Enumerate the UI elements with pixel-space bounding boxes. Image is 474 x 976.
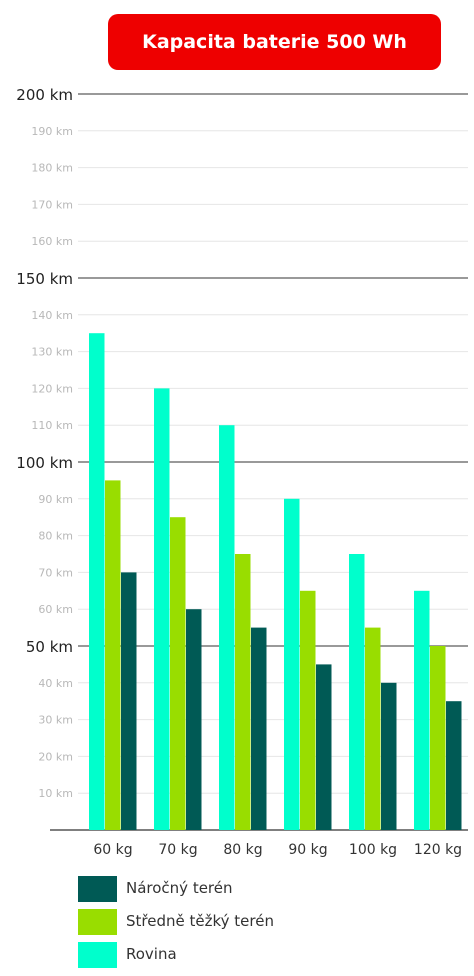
- legend-label: Středně těžký terén: [126, 912, 274, 930]
- y-tick-label: 160 km: [31, 235, 73, 248]
- bar: [235, 554, 251, 830]
- y-tick-label: 20 km: [38, 750, 73, 763]
- y-tick-label: 130 km: [31, 346, 73, 359]
- legend-item: Náročný terén: [78, 876, 378, 902]
- legend-swatch: [78, 909, 117, 935]
- y-tick-label: 200 km: [16, 86, 73, 104]
- bar: [349, 554, 365, 830]
- legend-swatch: [78, 876, 117, 902]
- legend-item: Rovina: [78, 942, 378, 968]
- x-tick-label: 80 kg: [223, 842, 262, 858]
- bar: [414, 590, 430, 830]
- bar: [446, 701, 462, 830]
- y-tick-label: 10 km: [38, 787, 73, 800]
- y-tick-label: 190 km: [31, 125, 73, 138]
- y-tick-label: 30 km: [38, 714, 73, 727]
- y-tick-label: 170 km: [31, 198, 73, 211]
- bar: [284, 498, 300, 830]
- y-tick-label: 50 km: [26, 638, 73, 656]
- x-tick-label: 60 kg: [93, 842, 132, 858]
- legend-swatch: [78, 942, 117, 968]
- bar: [89, 333, 105, 830]
- bar-chart: 10 km 20 km 30 km 40 km 50 km 60 km 70 km 80 km…: [16, 86, 468, 858]
- bar: [251, 627, 267, 830]
- x-tick-label: 90 kg: [288, 842, 327, 858]
- legend-label: Rovina: [126, 945, 177, 963]
- bar: [300, 590, 316, 830]
- bar: [121, 572, 137, 830]
- bar: [186, 609, 202, 830]
- x-tick-label: 120 kg: [414, 842, 462, 858]
- bar: [219, 425, 235, 830]
- bar: [105, 480, 121, 830]
- bar: [316, 664, 332, 830]
- y-tick-label: 70 km: [38, 566, 73, 579]
- legend-label: Náročný terén: [126, 879, 233, 897]
- bar: [381, 682, 397, 830]
- y-tick-label: 140 km: [31, 309, 73, 322]
- bar: [430, 646, 446, 830]
- y-tick-label: 110 km: [31, 419, 73, 432]
- y-tick-label: 90 km: [38, 493, 73, 506]
- bar: [365, 627, 381, 830]
- y-tick-label: 120 km: [31, 382, 73, 395]
- legend-item: Středně těžký terén: [78, 909, 378, 935]
- y-tick-label: 40 km: [38, 677, 73, 690]
- chart-title: Kapacita baterie 500 Wh: [108, 14, 441, 70]
- y-tick-label: 80 km: [38, 530, 73, 543]
- chart-title-text: Kapacita baterie 500 Wh: [142, 31, 407, 53]
- y-tick-label: 180 km: [31, 162, 73, 175]
- x-tick-label: 100 kg: [349, 842, 397, 858]
- x-tick-label: 70 kg: [158, 842, 197, 858]
- bar: [154, 388, 170, 830]
- y-tick-label: 150 km: [16, 270, 73, 288]
- y-tick-label: 60 km: [38, 603, 73, 616]
- bar: [170, 517, 186, 830]
- y-tick-label: 100 km: [16, 454, 73, 472]
